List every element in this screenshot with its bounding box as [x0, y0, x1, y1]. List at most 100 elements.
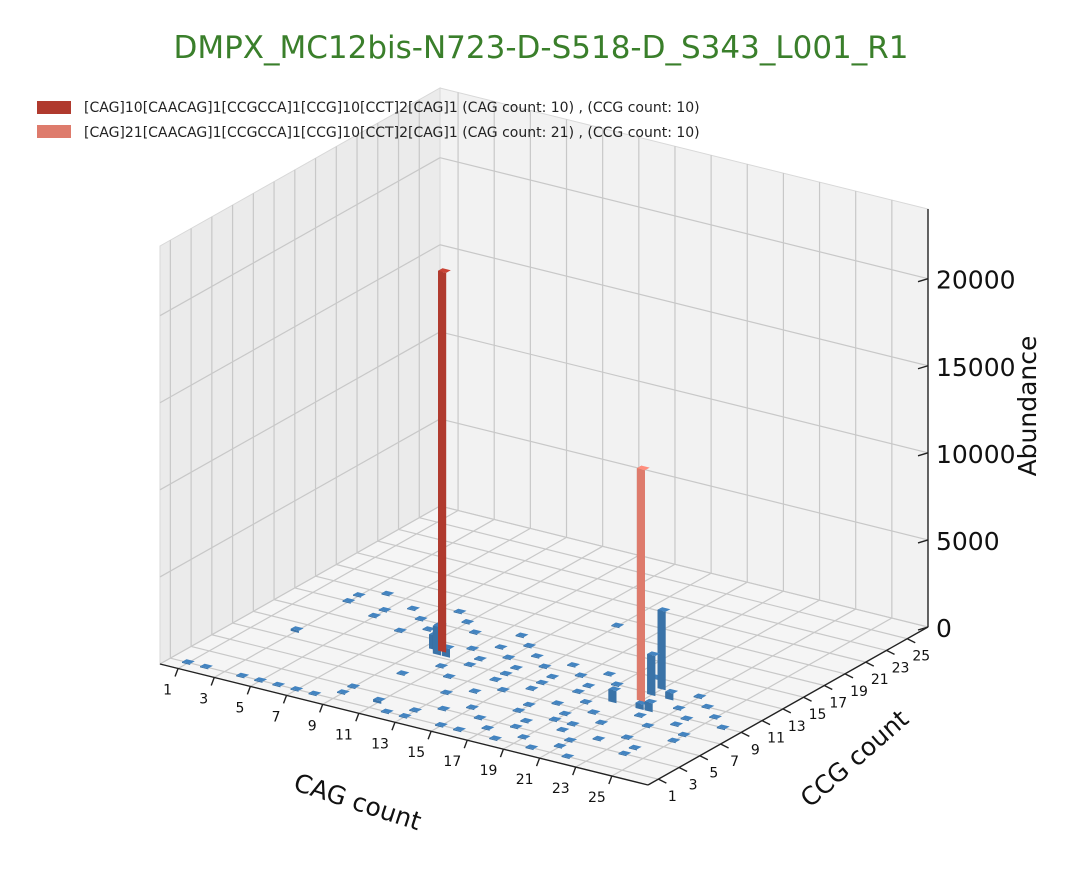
- background-bar-top: [473, 714, 487, 720]
- background-bar-top: [468, 688, 482, 693]
- x-tick-label: 11: [335, 727, 353, 743]
- background-bar-top: [200, 663, 213, 669]
- background-bar: [453, 726, 466, 733]
- grid-line-floor-y: [170, 657, 659, 780]
- grid-line-floor-x: [213, 518, 495, 678]
- background-bar-top: [510, 664, 524, 670]
- x-tick: [572, 766, 577, 776]
- background-bar: [574, 672, 588, 679]
- y-tick-label: 13: [788, 719, 806, 735]
- x-axis-title: CAG count: [290, 768, 425, 836]
- background-bar: [564, 737, 578, 743]
- y-tick: [886, 649, 895, 656]
- x-tick: [535, 757, 541, 767]
- background-bar-top: [716, 724, 730, 730]
- background-bar: [595, 719, 609, 726]
- background-bar-front: [634, 715, 643, 719]
- grid-line-floor-x: [539, 599, 820, 759]
- background-bar-top: [644, 698, 658, 704]
- background-bar: [520, 717, 534, 724]
- allele-bar-2-front: [636, 468, 645, 702]
- background-bar-top: [489, 676, 503, 682]
- background-bar: [396, 670, 410, 676]
- background-bar-front: [665, 691, 674, 701]
- background-bar-top: [380, 708, 394, 714]
- grid-line-floor-y: [253, 610, 742, 733]
- background-bar-front: [520, 720, 529, 724]
- background-bar-front: [396, 673, 405, 676]
- grid-line-back-z: [439, 157, 929, 280]
- background-bar-front: [481, 727, 490, 731]
- background-bar: [567, 662, 580, 668]
- background-bar: [272, 681, 286, 688]
- background-bar-front: [468, 690, 477, 694]
- background-bar: [474, 655, 487, 662]
- background-bar-top: [580, 699, 593, 704]
- background-bar-front: [378, 609, 387, 613]
- z-tick: [917, 277, 929, 283]
- grid-line-back-z: [439, 505, 929, 628]
- x-tick: [282, 695, 288, 704]
- background-bar-front: [523, 704, 532, 708]
- y-tick: [658, 778, 667, 784]
- background-bar-front: [709, 716, 718, 720]
- background-bar-front: [580, 701, 589, 705]
- background-bar-top: [611, 622, 625, 628]
- x-tick-label: 1: [163, 682, 172, 698]
- background-bar-top: [546, 673, 560, 679]
- background-bar: [641, 722, 655, 729]
- background-bar: [290, 686, 304, 692]
- background-bar: [667, 737, 681, 744]
- background-bar-top: [647, 651, 660, 656]
- background-bar-front: [538, 666, 547, 670]
- z-tick-label: 10000: [936, 440, 1016, 469]
- y-tick: [761, 720, 771, 726]
- background-bar-top: [548, 716, 562, 722]
- grid-line-floor-x: [286, 536, 567, 696]
- grid-line-floor-y: [211, 634, 700, 757]
- background-bar-front: [587, 711, 596, 715]
- background-bar-front: [517, 736, 526, 740]
- background-bar: [553, 743, 567, 749]
- background-bar-front: [641, 725, 650, 729]
- background-bar-front: [461, 621, 470, 625]
- background-bar-top: [463, 661, 477, 667]
- background-bar-front: [435, 665, 444, 669]
- background-bar-top: [440, 689, 454, 695]
- background-bar-front: [551, 703, 560, 706]
- x-tick-label: 19: [480, 763, 498, 779]
- grid-line-floor-x: [250, 527, 531, 687]
- grid-line-floor-y: [377, 540, 866, 663]
- background-bar: [489, 735, 503, 742]
- z-axis-title: Abundance: [1013, 336, 1042, 477]
- background-bar-front: [368, 615, 377, 619]
- x-tick-label: 15: [407, 745, 425, 761]
- x-tick-label: 17: [443, 754, 461, 770]
- background-bar-front: [572, 691, 581, 695]
- legend-label-2: [CAG]21[CAACAG]1[CCGCCA]1[CCG]10[CCT]2[C…: [84, 125, 700, 141]
- background-bar-front: [502, 657, 511, 661]
- background-bar-top: [582, 682, 596, 688]
- background-bar: [536, 679, 549, 686]
- x-tick: [319, 704, 324, 713]
- allele-bar-1-front: [438, 270, 447, 653]
- background-bar-top: [525, 744, 539, 750]
- z-tick-label: 5000: [936, 527, 1000, 556]
- background-bar: [517, 734, 531, 740]
- background-bar-top: [422, 626, 436, 631]
- background-bar: [634, 712, 647, 719]
- y-tick: [803, 696, 812, 702]
- background-bar-front: [716, 727, 725, 731]
- background-bar: [680, 715, 694, 722]
- background-bar: [603, 671, 617, 677]
- background-bar-top: [523, 642, 537, 648]
- grid-line-floor-y: [232, 622, 721, 745]
- background-bar-front: [342, 600, 351, 604]
- y-tick-label: 15: [809, 707, 827, 723]
- x-tick: [391, 722, 396, 731]
- background-bar: [512, 707, 526, 714]
- x-tick: [246, 686, 252, 695]
- background-bar-front: [564, 739, 573, 743]
- background-bar: [468, 688, 482, 694]
- background-bar-front: [489, 679, 498, 683]
